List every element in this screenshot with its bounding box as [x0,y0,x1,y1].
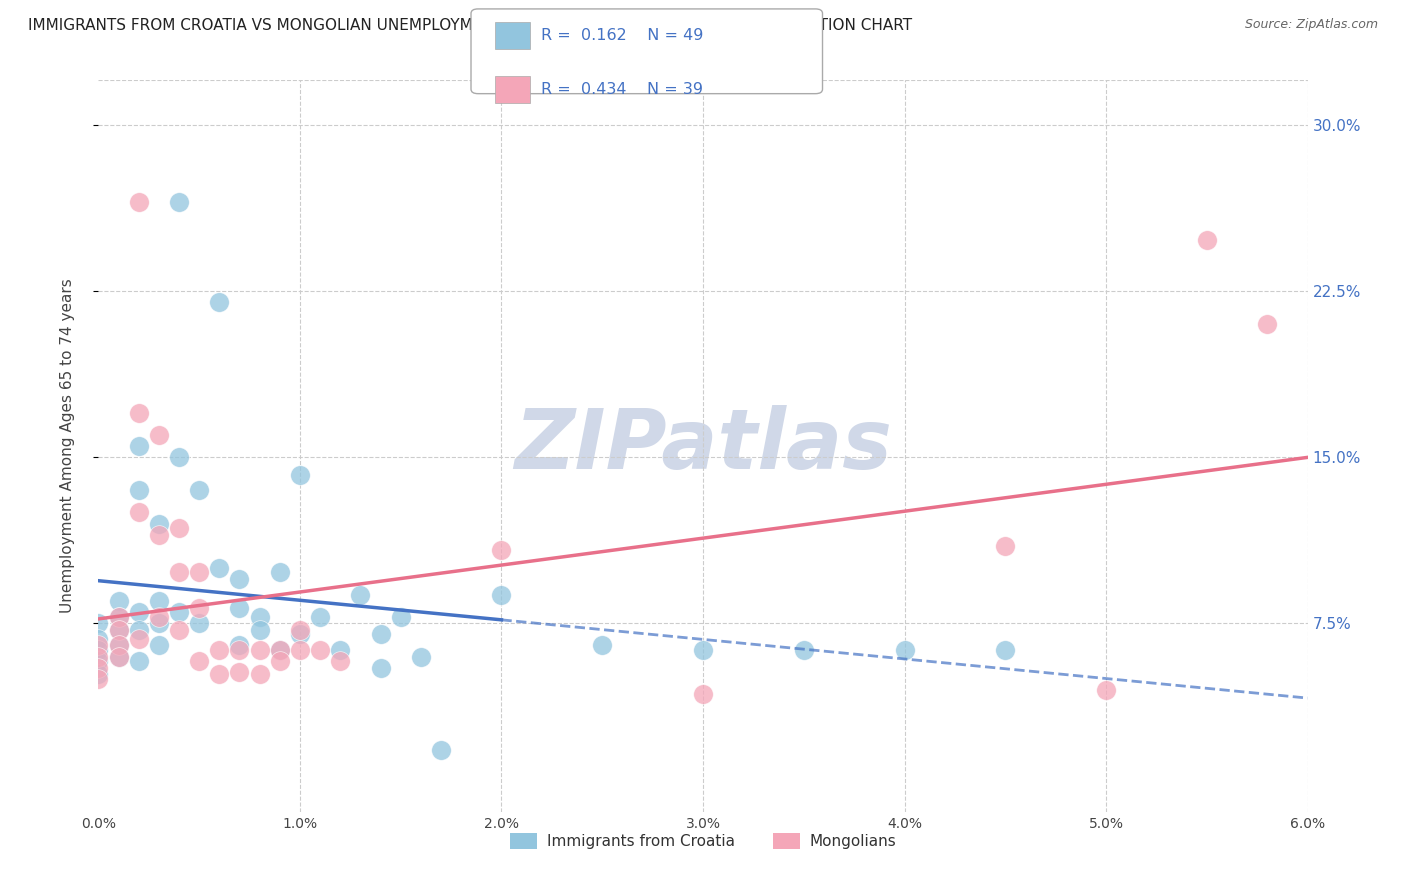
Point [288,627,311,641]
Point [692,687,714,701]
Point [107,649,129,664]
Point [107,623,129,637]
Point [228,639,250,653]
Legend: Immigrants from Croatia, Mongolians: Immigrants from Croatia, Mongolians [503,826,903,855]
Point [329,654,352,668]
Point [128,632,150,646]
Y-axis label: Unemployment Among Ages 65 to 74 years: Unemployment Among Ages 65 to 74 years [60,278,75,614]
Point [148,639,170,653]
Point [148,609,170,624]
Point [228,643,250,657]
Point [188,483,211,498]
Point [793,643,815,657]
Point [188,566,211,580]
Point [591,639,613,653]
Text: ZIPatlas: ZIPatlas [515,406,891,486]
Point [107,594,129,608]
Point [107,639,129,653]
Point [128,406,150,420]
Point [148,428,170,442]
Point [288,643,311,657]
Point [389,609,412,624]
Point [87,667,110,681]
Point [370,627,392,641]
Point [87,632,110,646]
Text: R =  0.162    N = 49: R = 0.162 N = 49 [541,29,703,43]
Point [208,667,231,681]
Point [87,672,110,686]
Point [288,623,311,637]
Point [148,516,170,531]
Point [208,294,231,309]
Point [87,639,110,653]
Point [491,543,513,558]
Point [994,643,1017,657]
Point [208,643,231,657]
Point [167,195,190,210]
Point [128,654,150,668]
Point [1095,682,1118,697]
Point [128,483,150,498]
Point [249,623,271,637]
Point [167,450,190,464]
Point [228,665,250,679]
Point [208,561,231,575]
Point [269,643,291,657]
Point [249,609,271,624]
Point [148,594,170,608]
Point [309,609,332,624]
Point [107,609,129,624]
Point [491,587,513,601]
Point [167,521,190,535]
Point [107,609,129,624]
Text: Source: ZipAtlas.com: Source: ZipAtlas.com [1244,18,1378,31]
Point [167,623,190,637]
Point [370,660,392,674]
Point [148,616,170,631]
Point [228,600,250,615]
Point [128,195,150,210]
Point [167,605,190,619]
Point [309,643,332,657]
Point [128,623,150,637]
Point [128,506,150,520]
Point [269,566,291,580]
Point [167,566,190,580]
Point [329,643,352,657]
Point [1256,317,1278,331]
Point [87,649,110,664]
Point [188,654,211,668]
Point [269,654,291,668]
Point [430,742,453,756]
Point [288,467,311,482]
Point [87,654,110,668]
Point [87,616,110,631]
Point [269,643,291,657]
Point [409,649,432,664]
Point [1195,233,1218,247]
Point [128,439,150,453]
Text: IMMIGRANTS FROM CROATIA VS MONGOLIAN UNEMPLOYMENT AMONG AGES 65 TO 74 YEARS CORR: IMMIGRANTS FROM CROATIA VS MONGOLIAN UNE… [28,18,912,33]
Point [349,587,371,601]
Point [107,639,129,653]
Point [107,623,129,637]
Point [188,616,211,631]
Point [228,572,250,586]
Point [692,643,714,657]
Point [249,667,271,681]
Point [87,660,110,674]
Point [994,539,1017,553]
Point [128,605,150,619]
Point [249,643,271,657]
Point [188,600,211,615]
Text: R =  0.434    N = 39: R = 0.434 N = 39 [541,82,703,96]
Point [148,527,170,541]
Point [893,643,915,657]
Point [87,643,110,657]
Point [107,649,129,664]
